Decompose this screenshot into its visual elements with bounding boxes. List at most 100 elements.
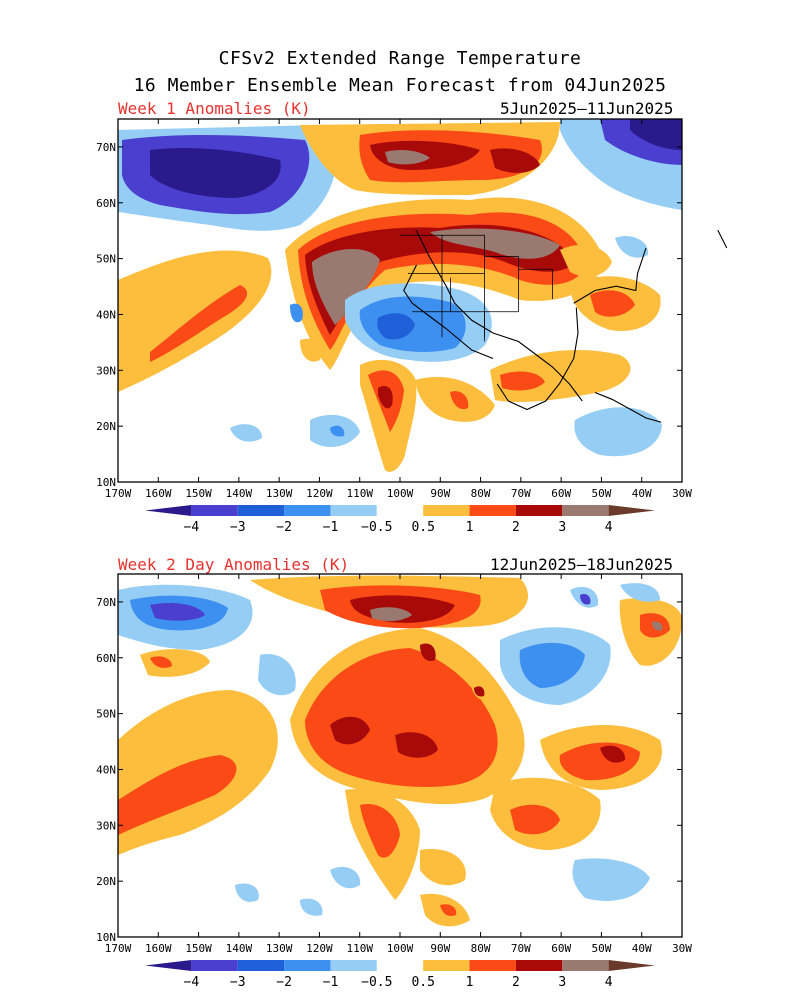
colorbar-label: −1 xyxy=(323,975,339,990)
lon-label: 120W xyxy=(306,487,333,500)
lon-label: 80W xyxy=(471,942,491,955)
colorbar-label: 1 xyxy=(466,520,474,535)
colorbar-swatch xyxy=(608,505,655,516)
lon-label: 100W xyxy=(387,942,414,955)
colorbar-swatch xyxy=(562,960,609,971)
colorbar-swatch xyxy=(515,505,563,516)
colorbar-label: −0.5 xyxy=(361,975,392,990)
lon-label: 40W xyxy=(632,487,652,500)
colorbar-label: −3 xyxy=(230,975,246,990)
lon-label: 150W xyxy=(185,487,212,500)
lat-label: 70N xyxy=(96,596,116,609)
colorbar-swatch xyxy=(376,960,424,971)
lon-label: 90W xyxy=(430,487,450,500)
colorbar-swatch xyxy=(237,505,285,516)
lat-label: 50N xyxy=(96,253,116,266)
state-border xyxy=(399,234,485,338)
coastline xyxy=(415,230,583,402)
lon-label: 170W xyxy=(105,942,132,955)
colorbar-label: −2 xyxy=(276,975,292,990)
lon-label: 40W xyxy=(632,942,652,955)
lon-label: 140W xyxy=(226,487,253,500)
colorbar-swatch xyxy=(515,960,563,971)
colorbar-swatch xyxy=(423,960,470,971)
panel1-map xyxy=(118,119,682,482)
coastline xyxy=(496,307,579,411)
lat-label: 30N xyxy=(96,819,116,832)
coastline xyxy=(403,264,494,360)
colorbar-swatch xyxy=(237,960,285,971)
colorbar-label: 0.5 xyxy=(411,975,434,990)
panel1-title: Week 1 Anomalies (K) xyxy=(118,99,311,118)
lat-label: 10N xyxy=(96,931,116,944)
colorbar-label: 1 xyxy=(466,975,474,990)
colorbar-swatch xyxy=(284,505,331,516)
colorbar-label: −0.5 xyxy=(361,520,392,535)
lon-label: 130W xyxy=(266,942,293,955)
coastline-layer xyxy=(399,230,728,423)
colorbar-swatch xyxy=(145,505,192,516)
colorbar-label: −4 xyxy=(184,975,200,990)
lat-label: 60N xyxy=(96,652,116,665)
colorbar-label: 4 xyxy=(605,975,613,990)
colorbar-swatch xyxy=(284,960,331,971)
colorbar-swatch xyxy=(376,505,424,516)
lon-label: 100W xyxy=(387,487,414,500)
lat-label: 20N xyxy=(96,875,116,888)
coastline xyxy=(594,391,662,423)
colorbar-swatch xyxy=(608,960,655,971)
lon-label: 110W xyxy=(346,942,373,955)
colorbar-label: −3 xyxy=(230,520,246,535)
lon-label: 160W xyxy=(145,942,172,955)
lon-label: 160W xyxy=(145,487,172,500)
lon-label: 50W xyxy=(591,487,611,500)
colorbar-swatch xyxy=(562,505,609,516)
panel2-title: Week 2 Day Anomalies (K) xyxy=(118,555,350,574)
figure-title-line2: 16 Member Ensemble Mean Forecast from 04… xyxy=(133,75,667,96)
lon-label: 170W xyxy=(105,487,132,500)
colorbar-swatch xyxy=(191,505,238,516)
colorbar-label: 0.5 xyxy=(411,520,434,535)
lon-label: 70W xyxy=(511,942,531,955)
lat-label: 60N xyxy=(96,197,116,210)
colorbar-swatch xyxy=(330,505,377,516)
colorbar-swatch xyxy=(469,505,516,516)
lon-label: 50W xyxy=(591,942,611,955)
colorbar-swatch xyxy=(469,960,516,971)
panel2-map xyxy=(118,574,682,937)
state-border xyxy=(518,268,553,300)
colorbar-swatch xyxy=(145,960,192,971)
lon-label: 60W xyxy=(551,942,571,955)
lon-label: 70W xyxy=(511,487,531,500)
lon-label: 60W xyxy=(551,487,571,500)
lon-label: 140W xyxy=(226,942,253,955)
lon-label: 30W xyxy=(672,942,692,955)
colorbar-label: 2 xyxy=(512,520,520,535)
lat-label: 40N xyxy=(96,763,116,776)
lon-label: 30W xyxy=(672,487,692,500)
lon-label: 90W xyxy=(430,942,450,955)
lat-label: 30N xyxy=(96,364,116,377)
colorbar-1: −4 −3 −2 −1 −0.5 0.5 1 2 3 4 xyxy=(145,505,655,535)
lat-label: 40N xyxy=(96,308,116,321)
colorbar-label: 4 xyxy=(605,520,613,535)
state-border xyxy=(484,256,519,312)
colorbar-label: 3 xyxy=(558,520,566,535)
lat-label: 10N xyxy=(96,476,116,489)
colorbar-label: 2 xyxy=(512,975,520,990)
lon-label: 120W xyxy=(306,942,333,955)
lon-label: 110W xyxy=(346,487,373,500)
colorbar-swatch xyxy=(330,960,377,971)
lat-label: 20N xyxy=(96,420,116,433)
colorbar-label: −4 xyxy=(184,520,200,535)
figure-title-line1: CFSv2 Extended Range Temperature xyxy=(218,48,582,69)
lon-label: 80W xyxy=(471,487,491,500)
colorbar-swatch xyxy=(423,505,470,516)
lon-label: 130W xyxy=(266,487,293,500)
lat-label: 50N xyxy=(96,708,116,721)
colorbar-label: −2 xyxy=(276,520,292,535)
colorbar-swatch xyxy=(191,960,238,971)
